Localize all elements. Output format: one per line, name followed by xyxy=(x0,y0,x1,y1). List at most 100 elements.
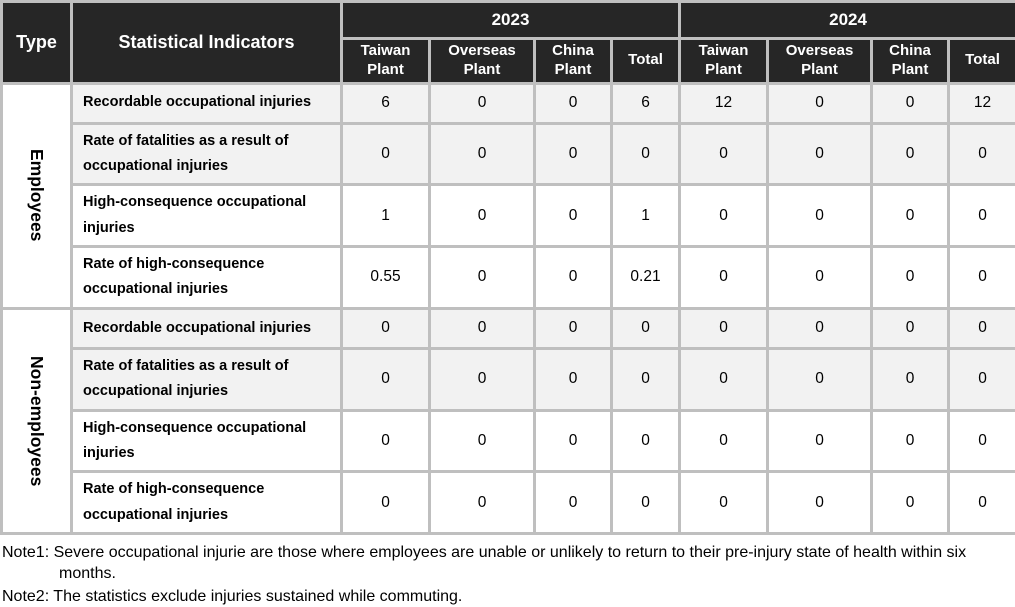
col-header-china-plant-2024: China Plant xyxy=(872,39,949,84)
indicators-column-header: Statistical Indicators xyxy=(72,2,342,84)
data-cell: 0 xyxy=(872,308,949,348)
data-cell: 0 xyxy=(768,247,872,309)
col-header-taiwan-plant-2023: Taiwan Plant xyxy=(342,39,430,84)
note-2: Note2: The statistics exclude injuries s… xyxy=(2,586,1013,607)
data-cell: 0 xyxy=(612,123,680,185)
data-cell: 0 xyxy=(949,123,1015,185)
data-cell: 6 xyxy=(612,83,680,123)
table-row: Rate of fatalities as a result of occupa… xyxy=(2,123,1015,185)
year-header-2024: 2024 xyxy=(680,2,1015,39)
data-cell: 0 xyxy=(342,348,430,410)
indicator-label: Rate of fatalities as a result of occupa… xyxy=(72,348,342,410)
data-cell: 0 xyxy=(535,348,612,410)
indicator-label: High-consequence occupational injuries xyxy=(72,410,342,472)
data-cell: 0 xyxy=(430,185,535,247)
data-cell: 6 xyxy=(342,83,430,123)
note-2-label: Note2: xyxy=(2,588,49,605)
data-cell: 0 xyxy=(680,123,768,185)
table-row: Rate of high-consequence occupational in… xyxy=(2,472,1015,534)
data-cell: 1 xyxy=(612,185,680,247)
note-1: Note1: Severe occupational injurie are t… xyxy=(2,542,1013,584)
data-cell: 0 xyxy=(872,472,949,534)
col-header-overseas-plant-2024: Overseas Plant xyxy=(768,39,872,84)
data-cell: 0 xyxy=(872,123,949,185)
data-cell: 0 xyxy=(342,308,430,348)
data-cell: 0 xyxy=(535,247,612,309)
data-cell: 0 xyxy=(872,348,949,410)
data-cell: 0 xyxy=(612,410,680,472)
data-cell: 0 xyxy=(872,185,949,247)
data-cell: 0 xyxy=(768,308,872,348)
data-cell: 0 xyxy=(680,472,768,534)
data-cell: 0 xyxy=(342,410,430,472)
data-cell: 0 xyxy=(430,410,535,472)
indicator-label: Recordable occupational injuries xyxy=(72,308,342,348)
col-header-china-plant-2023: China Plant xyxy=(535,39,612,84)
data-cell: 0 xyxy=(872,247,949,309)
data-cell: 0 xyxy=(680,348,768,410)
data-cell: 0 xyxy=(872,410,949,472)
indicator-label: Rate of high-consequence occupational in… xyxy=(72,247,342,309)
data-cell: 0 xyxy=(535,123,612,185)
table-row: Rate of fatalities as a result of occupa… xyxy=(2,348,1015,410)
table-row: High-consequence occupational injuries 0… xyxy=(2,410,1015,472)
indicator-label: Rate of fatalities as a result of occupa… xyxy=(72,123,342,185)
data-cell: 0 xyxy=(680,308,768,348)
type-column-header: Type xyxy=(2,2,72,84)
indicator-label: Recordable occupational injuries xyxy=(72,83,342,123)
data-cell: 0 xyxy=(949,308,1015,348)
data-cell: 0 xyxy=(949,247,1015,309)
col-header-total-2023: Total xyxy=(612,39,680,84)
footnotes: Note1: Severe occupational injurie are t… xyxy=(0,535,1015,607)
data-cell: 0 xyxy=(430,308,535,348)
header-row-years: Type Statistical Indicators 2023 2024 xyxy=(2,2,1015,39)
data-cell: 0 xyxy=(949,348,1015,410)
occupational-injury-statistics-page: Type Statistical Indicators 2023 2024 Ta… xyxy=(0,0,1015,551)
data-cell: 0 xyxy=(535,472,612,534)
table-row: Non-employees Recordable occupational in… xyxy=(2,308,1015,348)
data-cell: 0 xyxy=(680,410,768,472)
data-cell: 0 xyxy=(872,83,949,123)
data-cell: 0 xyxy=(430,348,535,410)
data-cell: 0 xyxy=(768,123,872,185)
data-cell: 0 xyxy=(612,472,680,534)
data-cell: 0 xyxy=(430,83,535,123)
data-cell: 0 xyxy=(768,410,872,472)
data-cell: 12 xyxy=(680,83,768,123)
table-row: High-consequence occupational injuries 1… xyxy=(2,185,1015,247)
note-1-text: Severe occupational injurie are those wh… xyxy=(54,544,967,582)
table-row: Rate of high-consequence occupational in… xyxy=(2,247,1015,309)
injury-statistics-table: Type Statistical Indicators 2023 2024 Ta… xyxy=(0,0,1015,535)
employees-vertical-label: Employees xyxy=(26,149,47,241)
data-cell: 0 xyxy=(768,185,872,247)
data-cell: 0 xyxy=(768,348,872,410)
indicator-label: High-consequence occupational injuries xyxy=(72,185,342,247)
data-cell: 0 xyxy=(342,472,430,534)
data-cell: 0 xyxy=(949,185,1015,247)
data-cell: 0 xyxy=(430,472,535,534)
col-header-total-2024: Total xyxy=(949,39,1015,84)
data-cell: 12 xyxy=(949,83,1015,123)
section-type-cell-employees: Employees xyxy=(2,83,72,308)
data-cell: 0.21 xyxy=(612,247,680,309)
table-row: Employees Recordable occupational injuri… xyxy=(2,83,1015,123)
data-cell: 0 xyxy=(680,185,768,247)
indicator-label: Rate of high-consequence occupational in… xyxy=(72,472,342,534)
data-cell: 0 xyxy=(680,247,768,309)
data-cell: 0.55 xyxy=(342,247,430,309)
data-cell: 0 xyxy=(612,308,680,348)
data-cell: 0 xyxy=(768,472,872,534)
note-2-text: The statistics exclude injuries sustaine… xyxy=(53,588,462,605)
data-cell: 0 xyxy=(535,185,612,247)
year-header-2023: 2023 xyxy=(342,2,680,39)
data-cell: 0 xyxy=(535,308,612,348)
data-cell: 1 xyxy=(342,185,430,247)
col-header-overseas-plant-2023: Overseas Plant xyxy=(430,39,535,84)
data-cell: 0 xyxy=(535,410,612,472)
data-cell: 0 xyxy=(430,123,535,185)
data-cell: 0 xyxy=(949,472,1015,534)
data-cell: 0 xyxy=(949,410,1015,472)
data-cell: 0 xyxy=(612,348,680,410)
data-cell: 0 xyxy=(342,123,430,185)
col-header-taiwan-plant-2024: Taiwan Plant xyxy=(680,39,768,84)
